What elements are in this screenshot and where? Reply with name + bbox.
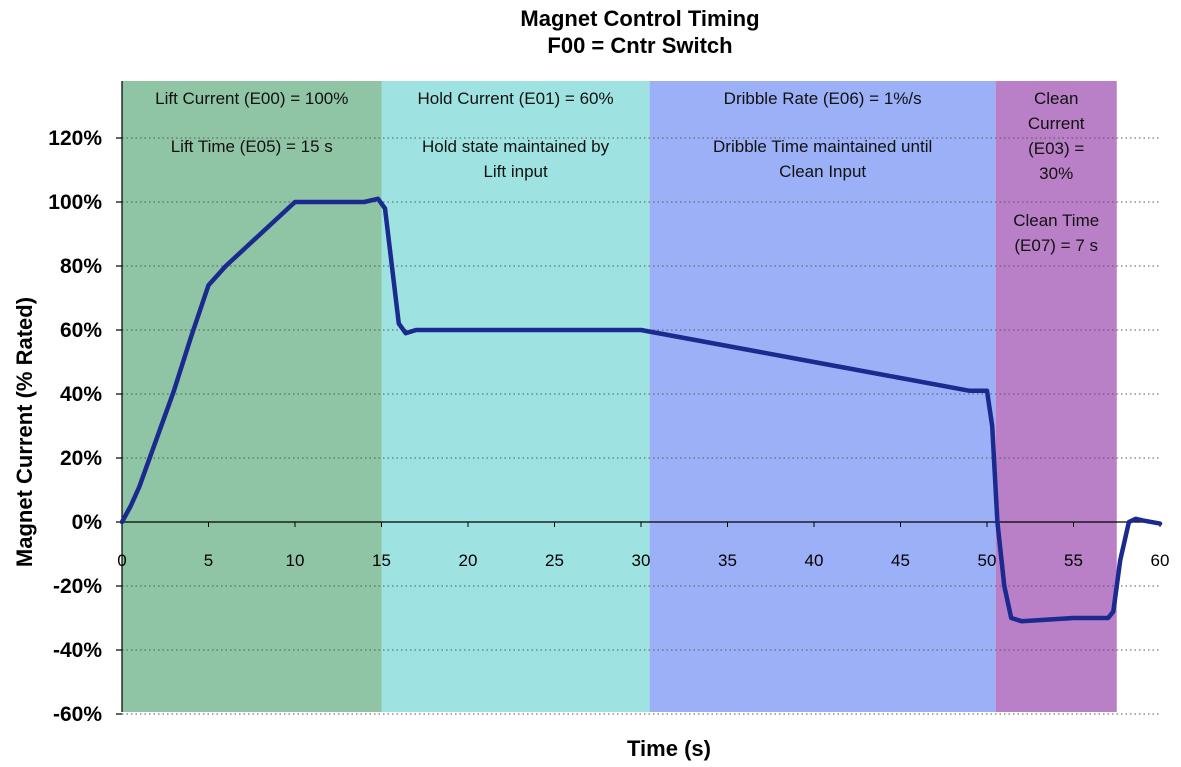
region-1-text-1: Lift Current (E00) = 100% bbox=[155, 89, 348, 108]
region-4-text-5: Clean Time bbox=[1013, 211, 1099, 230]
series-point bbox=[986, 390, 988, 392]
region-3-text-1: Dribble Rate (E06) = 1%/s bbox=[724, 89, 922, 108]
x-tick-label: 35 bbox=[718, 551, 737, 570]
series-point bbox=[991, 425, 993, 427]
x-tick-label: 30 bbox=[632, 551, 651, 570]
axes bbox=[116, 81, 1161, 715]
x-tick-label: 55 bbox=[1064, 551, 1083, 570]
region-1 bbox=[122, 81, 382, 712]
series-point bbox=[129, 505, 132, 507]
region-2-text-3: Lift input bbox=[483, 162, 548, 181]
region-3-text-3: Clean Input bbox=[779, 162, 866, 181]
series-point bbox=[1112, 610, 1115, 613]
series-point bbox=[1128, 521, 1130, 523]
y-axis-label: Magnet Current (% Rated) bbox=[12, 297, 37, 567]
y-tick-label: -20% bbox=[53, 575, 102, 598]
series-point bbox=[553, 329, 556, 331]
x-tick-label: 60 bbox=[1151, 551, 1170, 570]
series-point bbox=[138, 486, 141, 488]
series-point bbox=[190, 335, 192, 338]
series-point bbox=[640, 329, 642, 331]
x-tick-label: 0 bbox=[117, 551, 126, 570]
chart-title: Magnet Control Timing bbox=[520, 6, 759, 31]
y-tick-label: 120% bbox=[48, 127, 102, 150]
series-point bbox=[155, 438, 158, 440]
series-point bbox=[1010, 617, 1013, 619]
series-point bbox=[294, 201, 296, 203]
text-layer: Magnet Control Timing F00 = Cntr Switch … bbox=[12, 6, 1169, 761]
series-point bbox=[384, 207, 386, 210]
series-point bbox=[899, 377, 902, 379]
y-tick-label: -40% bbox=[53, 639, 102, 662]
series-point bbox=[813, 361, 815, 363]
series-point bbox=[121, 521, 123, 523]
series-point bbox=[225, 265, 227, 267]
x-tick-label: 25 bbox=[545, 551, 564, 570]
series-point bbox=[391, 265, 393, 267]
series-point bbox=[346, 201, 348, 203]
x-tick-label: 20 bbox=[459, 551, 478, 570]
x-tick-label: 45 bbox=[891, 551, 910, 570]
series-point bbox=[726, 345, 729, 347]
region-4-text-3: (E03) = bbox=[1028, 139, 1084, 158]
series-point bbox=[968, 390, 971, 392]
region-1-text-2: Lift Time (E05) = 15 s bbox=[171, 137, 333, 156]
regions-layer bbox=[122, 81, 1117, 712]
y-tick-label: 40% bbox=[60, 383, 102, 406]
series-point bbox=[398, 322, 400, 325]
region-3-text-2: Dribble Time maintained until bbox=[713, 137, 932, 156]
region-3 bbox=[649, 81, 996, 712]
x-tick-label: 50 bbox=[978, 551, 997, 570]
y-tick-label: 100% bbox=[48, 191, 102, 214]
series-point bbox=[1020, 620, 1023, 622]
series-point bbox=[363, 201, 366, 203]
series-point bbox=[1141, 519, 1144, 522]
x-tick-label: 15 bbox=[372, 551, 391, 570]
series-point bbox=[276, 217, 279, 219]
region-4 bbox=[995, 81, 1117, 712]
x-tick-label: 5 bbox=[204, 551, 213, 570]
region-4-text-2: Current bbox=[1028, 114, 1085, 133]
series-point bbox=[377, 198, 379, 200]
y-tick-label: 80% bbox=[60, 255, 102, 278]
region-4-text-4: 30% bbox=[1039, 164, 1073, 183]
series-point bbox=[1107, 617, 1109, 619]
series-point bbox=[259, 233, 262, 235]
series-point bbox=[996, 521, 999, 523]
series-point bbox=[328, 201, 331, 203]
region-2-text-2: Hold state maintained by bbox=[422, 137, 610, 156]
series-point bbox=[415, 329, 417, 331]
series-point bbox=[242, 249, 244, 251]
series-point bbox=[1159, 522, 1161, 525]
series-point bbox=[404, 332, 407, 335]
region-4-text-1: Clean bbox=[1034, 89, 1078, 108]
series-point bbox=[173, 390, 175, 392]
y-tick-label: -60% bbox=[53, 703, 102, 726]
x-tick-label: 40 bbox=[805, 551, 824, 570]
series-point bbox=[1003, 585, 1006, 587]
chart-subtitle: F00 = Cntr Switch bbox=[547, 33, 732, 58]
region-2 bbox=[381, 81, 650, 712]
y-tick-label: 60% bbox=[60, 319, 102, 342]
series-point bbox=[1119, 559, 1122, 562]
series-point bbox=[311, 201, 314, 203]
series-point bbox=[1134, 518, 1137, 520]
x-tick-label: 10 bbox=[286, 551, 305, 570]
series-point bbox=[1072, 617, 1075, 619]
y-tick-label: 0% bbox=[72, 511, 103, 534]
x-axis-label: Time (s) bbox=[627, 736, 711, 761]
series-point bbox=[467, 329, 469, 331]
region-4-text-6: (E07) = 7 s bbox=[1014, 236, 1098, 255]
region-2-text-1: Hold Current (E01) = 60% bbox=[418, 89, 614, 108]
series-layer bbox=[119, 196, 1163, 624]
series-point bbox=[207, 284, 210, 287]
y-tick-label: 20% bbox=[60, 447, 102, 470]
